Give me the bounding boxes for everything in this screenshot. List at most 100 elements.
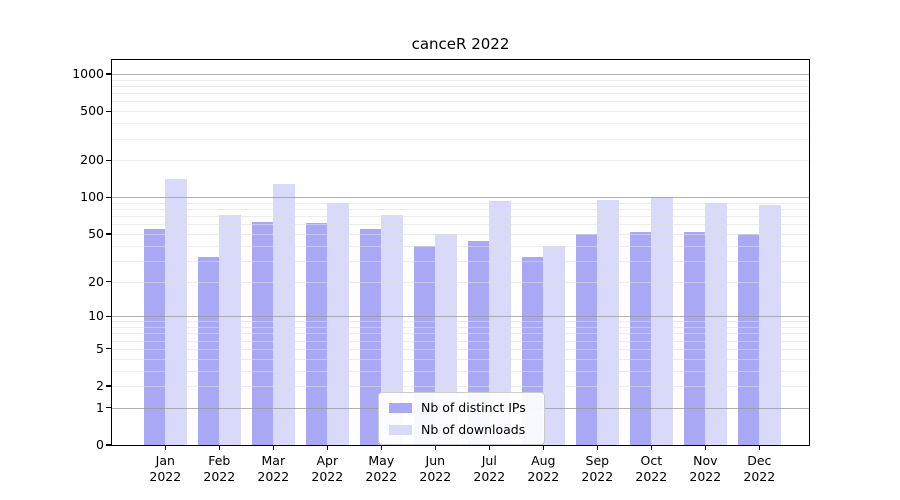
x-tick-label: Apr 2022	[300, 453, 354, 485]
minor-gridline	[112, 281, 809, 283]
bar-downloads	[543, 245, 565, 445]
minor-gridline	[112, 386, 809, 387]
chart-title: canceR 2022	[411, 35, 510, 53]
legend-swatch-distinct-ips	[389, 402, 412, 413]
bar-downloads	[759, 205, 781, 445]
minor-gridline	[112, 370, 809, 372]
x-tick-year: 2022	[473, 469, 506, 484]
y-tick-label: 1	[96, 399, 104, 415]
x-tick-label: Jan 2022	[138, 453, 192, 485]
minor-gridline	[112, 327, 809, 328]
x-tick-mark	[272, 445, 274, 450]
x-tick-year: 2022	[311, 469, 344, 484]
minor-gridline	[112, 333, 809, 335]
x-tick-year: 2022	[203, 469, 236, 484]
major-gridline	[112, 316, 809, 318]
legend-label-downloads: Nb of downloads	[421, 422, 526, 437]
x-tick-year: 2022	[257, 469, 290, 484]
bar-distinct-ips	[737, 233, 760, 445]
y-tick-mark	[106, 385, 112, 387]
legend-row-downloads: Nb of downloads	[389, 422, 534, 437]
minor-gridline	[112, 260, 809, 262]
minor-gridline	[112, 233, 809, 235]
bars-layer	[112, 60, 809, 445]
bar-distinct-ips	[575, 233, 598, 445]
x-tick-label: Aug 2022	[516, 453, 570, 485]
minor-gridline	[112, 245, 809, 247]
y-tick-label: 20	[88, 273, 104, 289]
x-tick-mark	[164, 445, 166, 450]
gridlines-layer	[112, 60, 809, 445]
x-tick-year: 2022	[149, 469, 182, 484]
minor-gridline	[112, 348, 809, 350]
minor-gridline	[112, 101, 809, 103]
x-tick-mark	[758, 445, 760, 450]
x-tick-year: 2022	[689, 469, 722, 484]
x-tick-year: 2022	[419, 469, 452, 484]
x-tick-mark	[218, 445, 220, 450]
y-tick-mark	[106, 110, 112, 112]
x-tick-label: Jul 2022	[462, 453, 516, 485]
legend-row-distinct-ips: Nb of distinct IPs	[389, 400, 534, 415]
y-tick-mark	[106, 196, 112, 198]
y-tick-mark	[106, 315, 112, 317]
bar-distinct-ips	[197, 257, 220, 445]
bar-distinct-ips	[629, 231, 652, 445]
x-tick-year: 2022	[365, 469, 398, 484]
minor-gridline	[112, 224, 809, 226]
y-tick-mark	[106, 159, 112, 161]
x-tick-label: Oct 2022	[624, 453, 678, 485]
y-tick-mark	[106, 73, 112, 75]
x-tick-mark	[704, 445, 706, 450]
major-gridline	[112, 197, 809, 199]
x-tick-label: Sep 2022	[570, 453, 624, 485]
x-tick-mark	[434, 445, 436, 450]
x-tick-label: Feb 2022	[192, 453, 246, 485]
minor-gridline	[112, 93, 809, 95]
x-tick-mark	[650, 445, 652, 450]
x-tick-mark	[596, 445, 598, 450]
bar-downloads	[327, 203, 349, 445]
x-tick-label: Nov 2022	[678, 453, 732, 485]
y-tick-mark	[106, 407, 112, 409]
x-tick-label: Jun 2022	[408, 453, 462, 485]
y-tick-label: 200	[80, 152, 104, 168]
legend-label-distinct-ips: Nb of distinct IPs	[421, 400, 526, 415]
bar-downloads	[219, 214, 241, 445]
y-tick-label: 500	[80, 103, 104, 119]
y-tick-label: 10	[88, 308, 104, 324]
bar-downloads	[489, 201, 511, 445]
x-tick-label: Mar 2022	[246, 453, 300, 485]
minor-gridline	[112, 209, 809, 210]
bar-downloads	[381, 214, 403, 445]
minor-gridline	[112, 340, 809, 342]
legend: Nb of distinct IPs Nb of downloads	[378, 392, 545, 445]
y-tick-mark	[106, 348, 112, 350]
y-tick-label: 5	[96, 340, 104, 356]
legend-swatch-downloads	[389, 424, 412, 435]
bar-distinct-ips	[143, 228, 166, 445]
minor-gridline	[112, 216, 809, 218]
plot-area: Nb of distinct IPs Nb of downloads	[111, 59, 810, 446]
minor-gridline	[112, 160, 809, 162]
x-tick-label: May 2022	[354, 453, 408, 485]
y-tick-label: 0	[96, 437, 104, 452]
minor-gridline	[112, 358, 809, 360]
minor-gridline	[112, 111, 809, 113]
minor-gridline	[112, 79, 809, 81]
bar-downloads	[705, 202, 727, 445]
y-tick-mark	[106, 233, 112, 235]
bar-downloads	[651, 196, 673, 445]
y-tick-mark	[106, 280, 112, 283]
bar-downloads	[273, 183, 295, 445]
major-gridline	[112, 74, 809, 75]
x-tick-mark	[326, 445, 328, 450]
minor-gridline	[112, 138, 809, 140]
bar-distinct-ips	[683, 231, 706, 445]
bar-distinct-ips	[359, 228, 382, 445]
y-tick-mark	[106, 444, 112, 446]
x-tick-year: 2022	[581, 469, 614, 484]
x-tick-mark	[380, 445, 382, 450]
y-tick-label: 100	[80, 189, 104, 205]
